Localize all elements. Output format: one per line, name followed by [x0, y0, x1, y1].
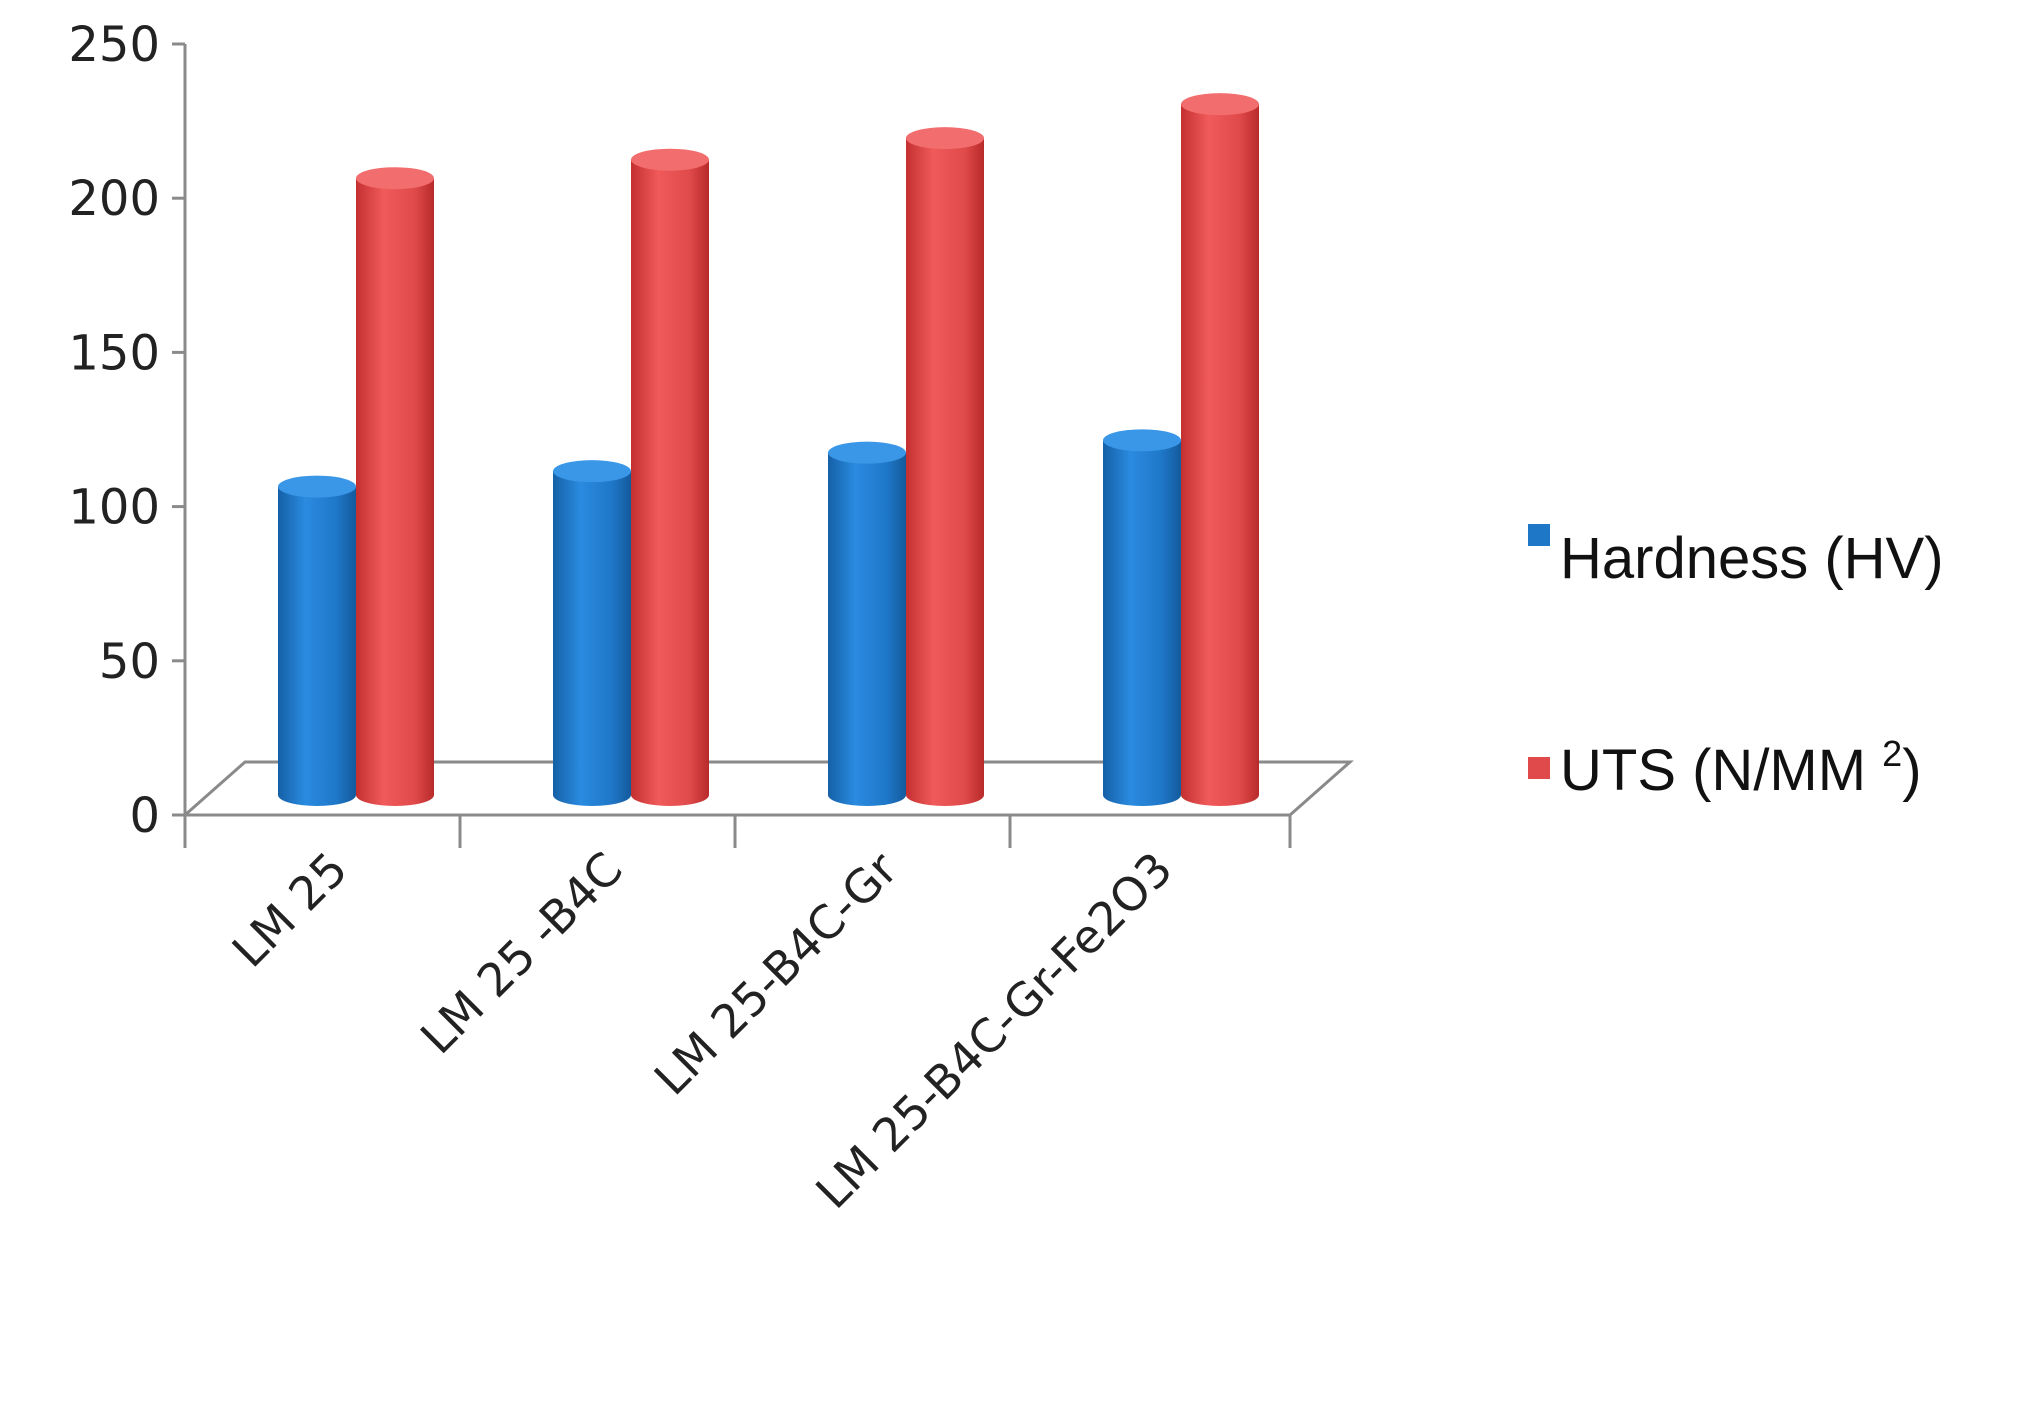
- x-tick-label: LM 25: [222, 842, 358, 978]
- bar-body: [1103, 440, 1181, 806]
- bar-uts: [356, 167, 434, 806]
- y-tick-label: 150: [68, 325, 160, 381]
- legend-item-hardness: Hardness (HV): [1528, 524, 1944, 591]
- y-axis-ticks: 0 50 100 150 200 250: [68, 17, 185, 844]
- legend-label-uts-end: ): [1902, 738, 1921, 803]
- bar-body: [631, 159, 709, 807]
- legend-label-hardness: Hardness (HV): [1560, 526, 1944, 591]
- bar-uts: [631, 148, 709, 807]
- legend-swatch-uts: [1528, 757, 1550, 779]
- y-tick-label: 250: [68, 17, 160, 73]
- y-tick-label: 200: [68, 171, 160, 227]
- y-tick-label: 100: [68, 480, 160, 536]
- bar-body: [278, 486, 356, 806]
- legend-label-uts-main: UTS (N/MM: [1560, 738, 1882, 803]
- bar-hardness: [828, 441, 906, 806]
- bar-top: [631, 148, 709, 171]
- bar-top: [828, 441, 906, 464]
- bar-top: [356, 167, 434, 190]
- y-tick-label: 50: [99, 634, 160, 690]
- legend-label-uts: UTS (N/MM 2): [1560, 733, 1922, 803]
- legend-item-uts: UTS (N/MM 2): [1528, 733, 1922, 803]
- legend-label-uts-sup: 2: [1882, 733, 1902, 774]
- bar-body: [828, 452, 906, 806]
- bar-body: [356, 178, 434, 806]
- x-axis-ticks: [183, 815, 1292, 848]
- legend: Hardness (HV) UTS (N/MM 2): [1528, 524, 1944, 803]
- x-tick-label: LM 25 -B4C: [410, 842, 633, 1065]
- bar-hardness: [553, 460, 631, 806]
- bars: [278, 93, 1259, 807]
- bar-top: [278, 475, 356, 498]
- bar-top: [553, 460, 631, 483]
- bar-top: [906, 127, 984, 150]
- bar-uts: [1181, 93, 1259, 806]
- y-tick-label: 0: [129, 788, 160, 844]
- bar-top: [1103, 429, 1181, 452]
- bar-hardness: [1103, 429, 1181, 806]
- bar-hardness: [278, 475, 356, 806]
- bar-uts: [906, 127, 984, 806]
- legend-swatch-hardness: [1528, 524, 1550, 546]
- bar-body: [553, 471, 631, 806]
- x-tick-label: LM 25-B4C-Gr: [644, 842, 908, 1106]
- bar-top: [1181, 93, 1259, 116]
- bar-body: [906, 138, 984, 806]
- bar-body: [1181, 104, 1259, 806]
